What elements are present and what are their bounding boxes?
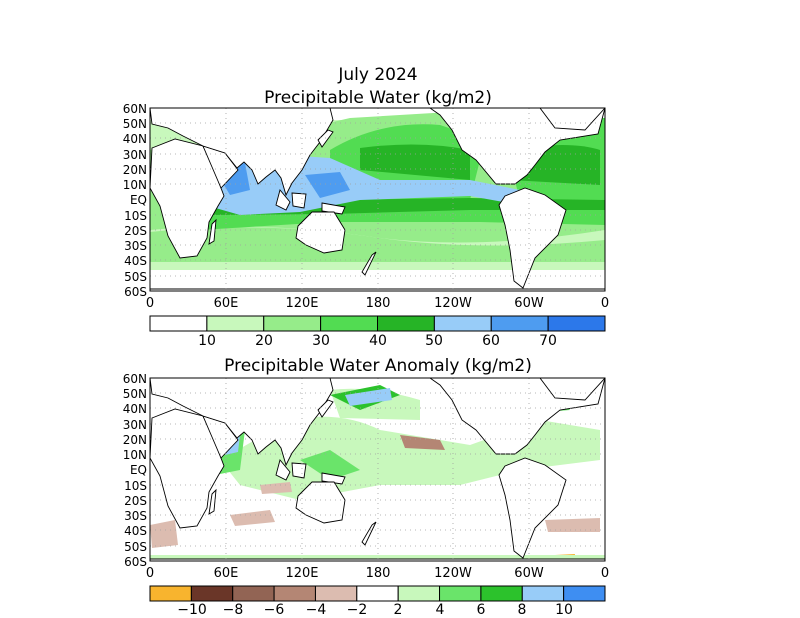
colorbar-swatch [480,585,523,602]
lat-label: 30N [123,148,147,162]
map-top: 60N 50N 40N 30N 20N 10N EQ 10S 20S 30S 4… [123,102,609,311]
colorbar-swatch [190,585,234,602]
lon-label: 0 [601,566,609,581]
lat-label: 30S [124,509,147,523]
lon-label: 0 [146,566,154,581]
lat-label: 10S [124,479,147,493]
colorbar-bottom: −10 −8 −6 −4 −2 2 4 6 8 10 [149,585,606,618]
lon-label: 120E [285,296,318,311]
map-bottom-frame [149,377,606,562]
colorbar-swatch [356,585,399,602]
lat-label: 20S [124,494,147,508]
lat-label: 50N [123,387,147,401]
lon-label: 60E [214,566,239,581]
date-title: July 2024 [338,65,418,85]
map-title-top: Precipitable Water (kg/m2) [264,88,492,108]
colorbar-swatch [273,585,316,602]
colorbar-swatch [377,315,435,332]
colorbar-label: −6 [264,602,285,618]
lon-label: 60W [514,566,544,581]
colorbar-bottom-swatches [149,585,606,602]
lat-label: 10S [124,209,147,223]
colorbar-label: −4 [306,602,327,618]
map-top-lat-labels: 60N 50N 40N 30N 20N 10N EQ 10S 20S 30S 4… [123,102,147,299]
lat-label: 30S [124,239,147,253]
lat-label: 20S [124,224,147,238]
lat-label: EQ [130,463,147,477]
lon-label: 120W [434,296,472,311]
lat-label: 10N [123,448,147,462]
lat-label: 60S [124,555,147,569]
lat-label: 40S [124,254,147,268]
lat-label: 10N [123,178,147,192]
colorbar-swatch [232,585,275,602]
lat-label: EQ [130,193,147,207]
colorbar-swatch [206,315,265,332]
map-title-bottom: Precipitable Water Anomaly (kg/m2) [224,356,532,376]
colorbar-label: −10 [177,602,207,618]
colorbar-swatch [439,585,482,602]
lat-label: 20N [123,163,147,177]
colorbar-label: 50 [425,333,443,349]
colorbar-swatch [320,315,378,332]
map-bottom: 60N 50N 40N 30N 20N 10N EQ 10S 20S 30S 4… [123,372,609,581]
precipitable-water-field [150,108,605,291]
colorbar-swatch [433,315,492,332]
colorbar-label: 20 [255,333,273,349]
colorbar-swatch [263,315,322,332]
colorbar-top: 10 20 30 40 50 60 70 [149,315,606,349]
lon-label: 180 [366,296,391,311]
lat-label: 50S [124,540,147,554]
colorbar-label: −8 [223,602,244,618]
lat-label: 60N [123,372,147,386]
map-top-frame [149,107,606,292]
colorbar-swatch [547,315,606,332]
lat-label: 20N [123,433,147,447]
map-bottom-lon-labels: 0 60E 120E 180 120W 60W 0 [146,566,609,581]
colorbar-label: 10 [198,333,216,349]
colorbar-label: 10 [555,602,573,618]
colorbar-swatch [314,585,358,602]
lon-label: 60E [214,296,239,311]
colorbar-label: 2 [394,602,403,618]
colorbar-swatch [521,585,565,602]
lon-label: 0 [601,296,609,311]
colorbar-bottom-labels: −10 −8 −6 −4 −2 2 4 6 8 10 [177,602,573,618]
lon-label: 60W [514,296,544,311]
lat-label: 40S [124,524,147,538]
colorbar-label: 4 [436,602,445,618]
lon-label: 120W [434,566,472,581]
colorbar-swatch [149,585,192,602]
lat-label: 40N [123,402,147,416]
colorbar-swatch [397,585,441,602]
colorbar-label: 8 [518,602,527,618]
colorbar-label: 6 [477,602,486,618]
lat-label: 50N [123,117,147,131]
lat-label: 40N [123,132,147,146]
lat-label: 60S [124,285,147,299]
colorbar-swatch [490,315,549,332]
lon-label: 180 [366,566,391,581]
colorbar-top-swatches [149,315,606,332]
colorbar-label: 30 [312,333,330,349]
map-bottom-lat-labels: 60N 50N 40N 30N 20N 10N EQ 10S 20S 30S 4… [123,372,147,569]
colorbar-swatch [149,315,208,332]
colorbar-label: −2 [347,602,368,618]
lon-label: 0 [146,296,154,311]
colorbar-label: 60 [482,333,500,349]
lat-label: 50S [124,270,147,284]
colorbar-label: 70 [539,333,557,349]
colorbar-swatch [563,585,606,602]
lat-label: 30N [123,418,147,432]
map-top-lon-labels: 0 60E 120E 180 120W 60W 0 [146,296,609,311]
colorbar-label: 40 [369,333,387,349]
lat-label: 60N [123,102,147,116]
precipitable-water-anomaly-field [150,378,605,561]
colorbar-top-labels: 10 20 30 40 50 60 70 [198,333,557,349]
lon-label: 120E [285,566,318,581]
